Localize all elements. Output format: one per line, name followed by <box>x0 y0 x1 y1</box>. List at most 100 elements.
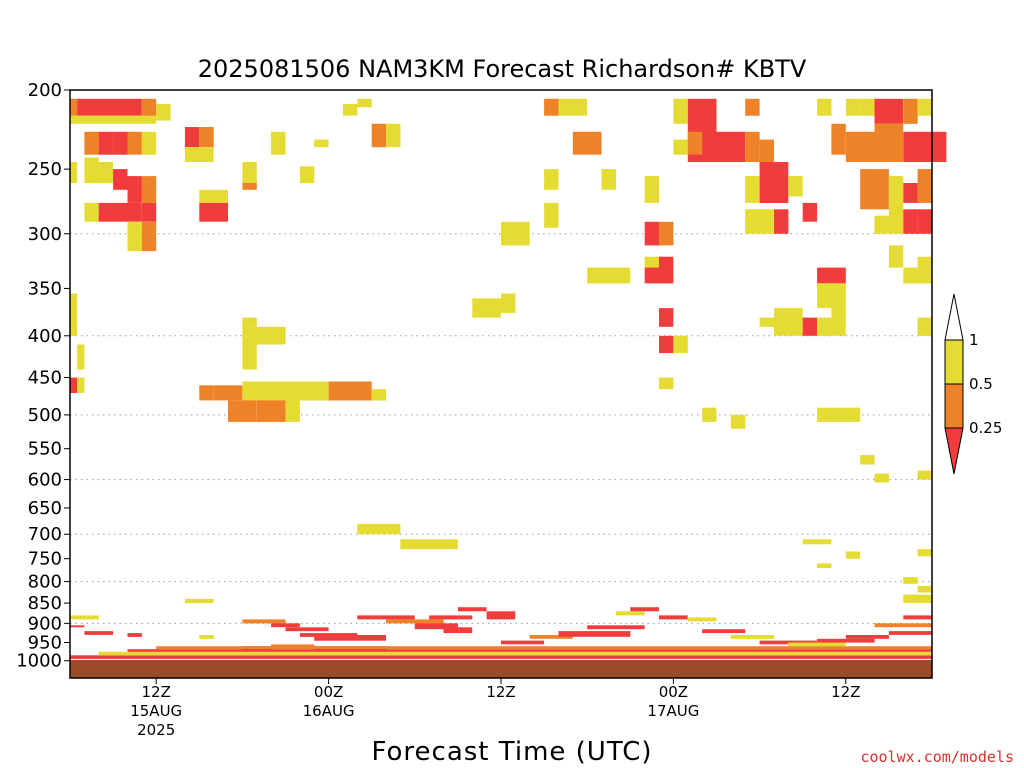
richardson-cell <box>127 176 142 203</box>
richardson-cell <box>184 127 200 148</box>
richardson-cell <box>845 98 861 116</box>
richardson-cell <box>242 381 300 401</box>
richardson-cell <box>860 98 875 116</box>
richardson-cell <box>70 625 85 628</box>
richardson-cell <box>70 293 78 336</box>
richardson-cell <box>601 169 616 190</box>
y-tick-label: 700 <box>28 524 62 545</box>
richardson-cell <box>242 317 257 327</box>
richardson-cell <box>98 202 142 222</box>
richardson-cell <box>357 98 372 108</box>
richardson-cell <box>874 169 889 210</box>
richardson-cell <box>156 646 932 650</box>
ground-band <box>70 660 932 678</box>
richardson-cell <box>874 123 904 162</box>
y-tick-label: 600 <box>28 470 62 491</box>
y-axis: 200 250 300 350 400 450 500 550 600 650 700 7508008… <box>16 80 70 672</box>
richardson-cell <box>673 98 688 124</box>
richardson-cell <box>443 627 473 634</box>
x-tick-label: 16AUG <box>303 702 355 720</box>
richardson-cell <box>716 131 746 162</box>
richardson-cell <box>745 131 760 162</box>
richardson-cell <box>917 209 932 234</box>
y-tick-label: 850 <box>28 593 62 614</box>
richardson-cell <box>314 635 386 641</box>
richardson-cell <box>501 640 545 645</box>
richardson-cell <box>199 189 228 203</box>
richardson-cell <box>659 377 674 390</box>
richardson-cell <box>572 131 602 155</box>
richardson-cell <box>874 98 904 124</box>
richardson-cell <box>84 157 99 183</box>
x-tick-label: 2025 <box>137 721 175 739</box>
legend-swatch-0.5-1 <box>944 339 964 385</box>
richardson-cell <box>932 131 947 162</box>
richardson-cell <box>687 617 717 622</box>
y-tick-label: 550 <box>28 439 62 460</box>
richardson-cell <box>917 256 932 284</box>
richardson-cell <box>745 209 774 234</box>
richardson-cell <box>98 162 114 184</box>
x-tick-label: 00Z <box>314 683 343 701</box>
richardson-cell <box>888 245 904 268</box>
richardson-cell <box>615 611 645 616</box>
legend: 1 0.5 0.25 <box>944 293 1002 475</box>
richardson-cell <box>70 98 78 116</box>
richardson-cell <box>659 256 674 284</box>
richardson-cell <box>242 326 286 345</box>
richardson-cell <box>113 131 128 155</box>
richardson-cell <box>127 131 142 155</box>
richardson-cell <box>213 385 229 401</box>
legend-label: 0.25 <box>969 419 1002 437</box>
richardson-cell <box>501 293 516 313</box>
richardson-cell <box>788 176 803 197</box>
y-tick-label: 1000 <box>16 651 62 672</box>
richardson-cell <box>84 631 114 635</box>
x-tick-label: 17AUG <box>647 702 699 720</box>
credit-text: coolwx.com/models <box>860 748 1014 766</box>
y-tick-label: 900 <box>28 613 62 634</box>
richardson-cell <box>558 631 631 637</box>
x-tick-label: 00Z <box>659 683 688 701</box>
richardson-cell <box>774 209 789 234</box>
richardson-cell <box>874 623 932 628</box>
richardson-cell <box>228 385 243 401</box>
richardson-cell <box>745 98 760 116</box>
richardson-cell <box>817 98 832 116</box>
richardson-cell <box>745 176 760 203</box>
richardson-cell <box>544 202 559 228</box>
legend-label: 1 <box>969 331 979 349</box>
richardson-cell <box>400 539 458 550</box>
richardson-cell <box>141 131 157 155</box>
richardson-cell <box>759 162 789 203</box>
richardson-cell <box>141 98 157 116</box>
richardson-cell <box>486 611 516 620</box>
richardson-cell <box>271 623 300 628</box>
richardson-cell <box>199 127 214 148</box>
richardson-cell <box>702 407 717 422</box>
richardson-cell <box>659 335 674 354</box>
richardson-cell <box>831 308 846 336</box>
x-axis-title: Forecast Time (UTC) <box>371 737 652 767</box>
richardson-cell <box>314 139 329 148</box>
x-tick-label: 12Z <box>486 683 515 701</box>
richardson-cell <box>888 202 904 234</box>
richardson-cell <box>429 615 473 620</box>
richardson-cell <box>184 598 214 604</box>
richardson-cell <box>70 162 78 184</box>
richardson-cell <box>70 655 932 659</box>
richardson-cell <box>558 98 573 116</box>
richardson-cell <box>759 139 774 170</box>
x-tick-label: 12Z <box>831 683 860 701</box>
richardson-cell <box>845 551 861 559</box>
richardson-cell <box>687 131 703 155</box>
y-tick-label: 800 <box>28 572 62 593</box>
y-tick-label: 200 <box>28 80 62 101</box>
richardson-cell <box>903 183 918 203</box>
richardson-cell <box>242 162 257 184</box>
x-tick-label: 12Z <box>142 683 171 701</box>
richardson-cell <box>759 317 774 327</box>
richardson-cell <box>457 607 487 612</box>
